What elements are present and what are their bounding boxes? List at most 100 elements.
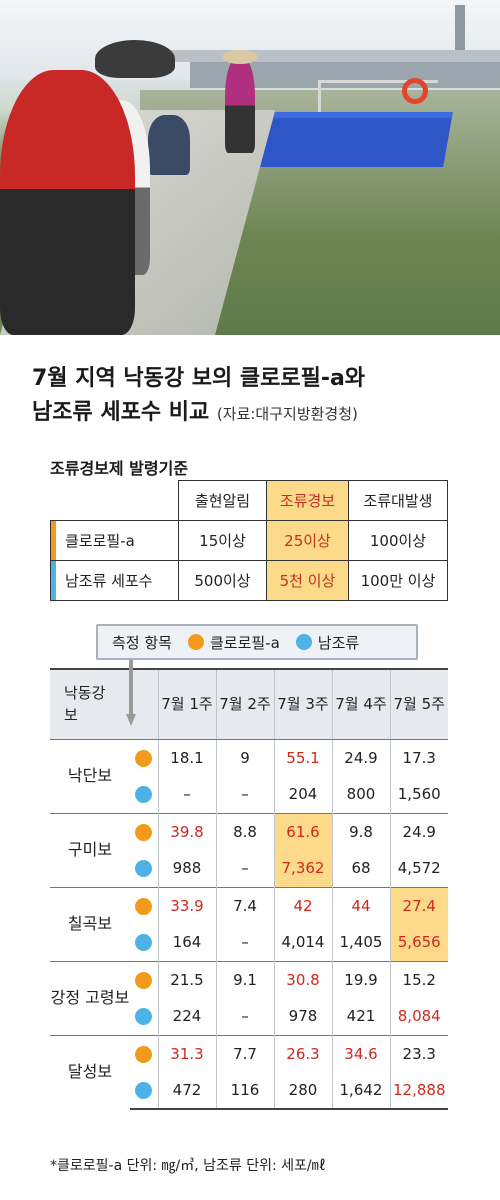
chlorophyll-value: 23.3 <box>389 1034 448 1072</box>
railing <box>318 80 438 115</box>
chlorophyll-color-bar <box>51 521 56 560</box>
indicator-cell <box>130 738 158 776</box>
criteria-row-label: 남조류 세포수 <box>50 560 179 601</box>
chlorophyll-value: 34.6 <box>331 1034 390 1072</box>
chlorophyll-value: 7.4 <box>215 886 274 924</box>
table-row: 164–4,014 1,405 5,656 <box>50 924 448 961</box>
table-row: 988–7,362 68 4,572 <box>50 850 448 887</box>
criteria-heading: 조류경보제 발령기준 <box>50 459 189 478</box>
cyanobacteria-value: 4,572 <box>389 850 448 887</box>
cyanobacteria-value: – <box>215 776 274 813</box>
bridge-tower <box>455 5 465 65</box>
criteria-cell: 100이상 <box>348 520 448 561</box>
source-note: (자료:대구지방환경청) <box>216 405 358 423</box>
week-header: 7월 3주 <box>273 668 332 740</box>
legend-label: 측정 항목 <box>112 633 172 652</box>
blue-dot-icon <box>135 860 153 878</box>
cyanobacteria-value: 472 <box>157 1072 216 1110</box>
blue-dot-icon <box>135 1008 153 1026</box>
chlorophyll-value: 39.8 <box>157 812 216 850</box>
criteria-cell: 500이상 <box>178 560 267 601</box>
cyanobacteria-value: 8,084 <box>389 998 448 1035</box>
person-hat <box>222 50 258 64</box>
weir-name: 낙단보 <box>50 738 130 813</box>
orange-dot-icon <box>135 1045 153 1063</box>
cyanobacteria-value: – <box>157 776 216 813</box>
weir-name: 칠곡보 <box>50 886 130 961</box>
chlorophyll-value: 8.8 <box>215 812 274 850</box>
cyanobacteria-value: – <box>215 850 274 887</box>
life-ring <box>402 78 428 104</box>
chlorophyll-value: 30.8 <box>273 960 332 998</box>
chlorophyll-value: 9.8 <box>331 812 390 850</box>
indicator-cell <box>130 960 158 998</box>
criteria-col-header: 출현알림 <box>178 480 267 521</box>
criteria-row-label-text: 클로로필-a <box>65 532 135 550</box>
criteria-cell: 15이상 <box>178 520 267 561</box>
orange-dot-icon <box>135 749 153 767</box>
cyanobacteria-value: 164 <box>157 924 216 961</box>
unit-footnote: *클로로필-a 단위: ㎎/㎥, 남조류 단위: 세포/㎖ <box>50 1158 326 1174</box>
chlorophyll-value: 31.3 <box>157 1034 216 1072</box>
criteria-table: 출현알림 조류경보 조류대발생 클로로필-a 15이상 25이상 100이상 남… <box>50 480 448 601</box>
week-header: 7월 1주 <box>157 668 216 740</box>
orange-dot-icon <box>135 823 153 841</box>
cyanobacteria-value: 5,656 <box>389 924 448 961</box>
cyanobacteria-value: 280 <box>273 1072 332 1110</box>
legend-cyanobacteria: 남조류 <box>317 633 360 652</box>
cyanobacteria-value: 800 <box>331 776 390 813</box>
chlorophyll-value: 44 <box>331 886 390 924</box>
blue-dot-icon <box>135 1082 153 1099</box>
corner-header: 낙동강 보 <box>50 668 158 740</box>
week-header: 7월 4주 <box>331 668 390 740</box>
criteria-row: 남조류 세포수 500이상 5천 이상 100만 이상 <box>50 560 448 601</box>
orange-dot-icon <box>135 971 153 989</box>
indicator-cell <box>130 924 158 961</box>
person-on-dock <box>225 58 255 153</box>
criteria-col-header: 조류경보 <box>266 480 349 521</box>
person-hat <box>95 40 175 78</box>
chlorophyll-value: 15.2 <box>389 960 448 998</box>
criteria-corner <box>50 480 179 521</box>
week-header: 7월 5주 <box>389 668 448 740</box>
chlorophyll-value: 42 <box>273 886 332 924</box>
chlorophyll-value: 7.7 <box>215 1034 274 1072</box>
criteria-col-header: 조류대발생 <box>348 480 448 521</box>
cyanobacteria-value: 1,560 <box>389 776 448 813</box>
title-line-1: 7월 지역 낙동강 보의 클로로필-a와 <box>32 366 366 391</box>
chlorophyll-value: 18.1 <box>157 738 216 776</box>
title-line-2-text: 남조류 세포수 비교 <box>32 400 210 425</box>
weir-data-table: 낙동강 보 7월 1주 7월 2주 7월 3주 7월 4주 7월 5주 낙단보 1… <box>50 668 448 1110</box>
cyanobacteria-color-bar <box>51 561 56 600</box>
blue-dot-icon <box>135 934 153 952</box>
cyanobacteria-value: 12,888 <box>389 1072 448 1110</box>
crouching-person <box>148 115 190 175</box>
criteria-cell: 25이상 <box>266 520 349 561</box>
weir-name: 강정 고령보 <box>50 960 130 1035</box>
indicator-cell <box>130 1072 158 1110</box>
cyanobacteria-value: 988 <box>157 850 216 887</box>
orange-dot-icon <box>135 897 153 915</box>
chlorophyll-value: 9.1 <box>215 960 274 998</box>
chlorophyll-value: 33.9 <box>157 886 216 924</box>
criteria-row-label: 클로로필-a <box>50 520 179 561</box>
blue-dot-icon <box>135 786 153 804</box>
table-row: – –204 800 1,560 <box>50 776 448 813</box>
cyanobacteria-value: 7,362 <box>273 850 332 887</box>
indicator-cell <box>130 998 158 1035</box>
legend-chlorophyll: 클로로필-a <box>209 633 280 652</box>
chlorophyll-value: 24.9 <box>389 812 448 850</box>
cyanobacteria-value: 116 <box>215 1072 274 1110</box>
measurement-legend: 측정 항목 클로로필-a 남조류 <box>96 624 418 660</box>
indicator-cell <box>130 850 158 887</box>
table-row: 구미보 39.8 8.8 61.6 9.8 24.9 <box>50 812 448 887</box>
chlorophyll-value: 26.3 <box>273 1034 332 1072</box>
cyanobacteria-value: – <box>215 998 274 1035</box>
data-header-row: 낙동강 보 7월 1주 7월 2주 7월 3주 7월 4주 7월 5주 <box>50 668 448 740</box>
weir-name: 구미보 <box>50 812 130 887</box>
orange-dot-icon <box>187 634 204 650</box>
chlorophyll-value: 17.3 <box>389 738 448 776</box>
cyanobacteria-value: 1,642 <box>331 1072 390 1110</box>
criteria-cell: 5천 이상 <box>266 560 349 601</box>
indicator-cell <box>130 1034 158 1072</box>
